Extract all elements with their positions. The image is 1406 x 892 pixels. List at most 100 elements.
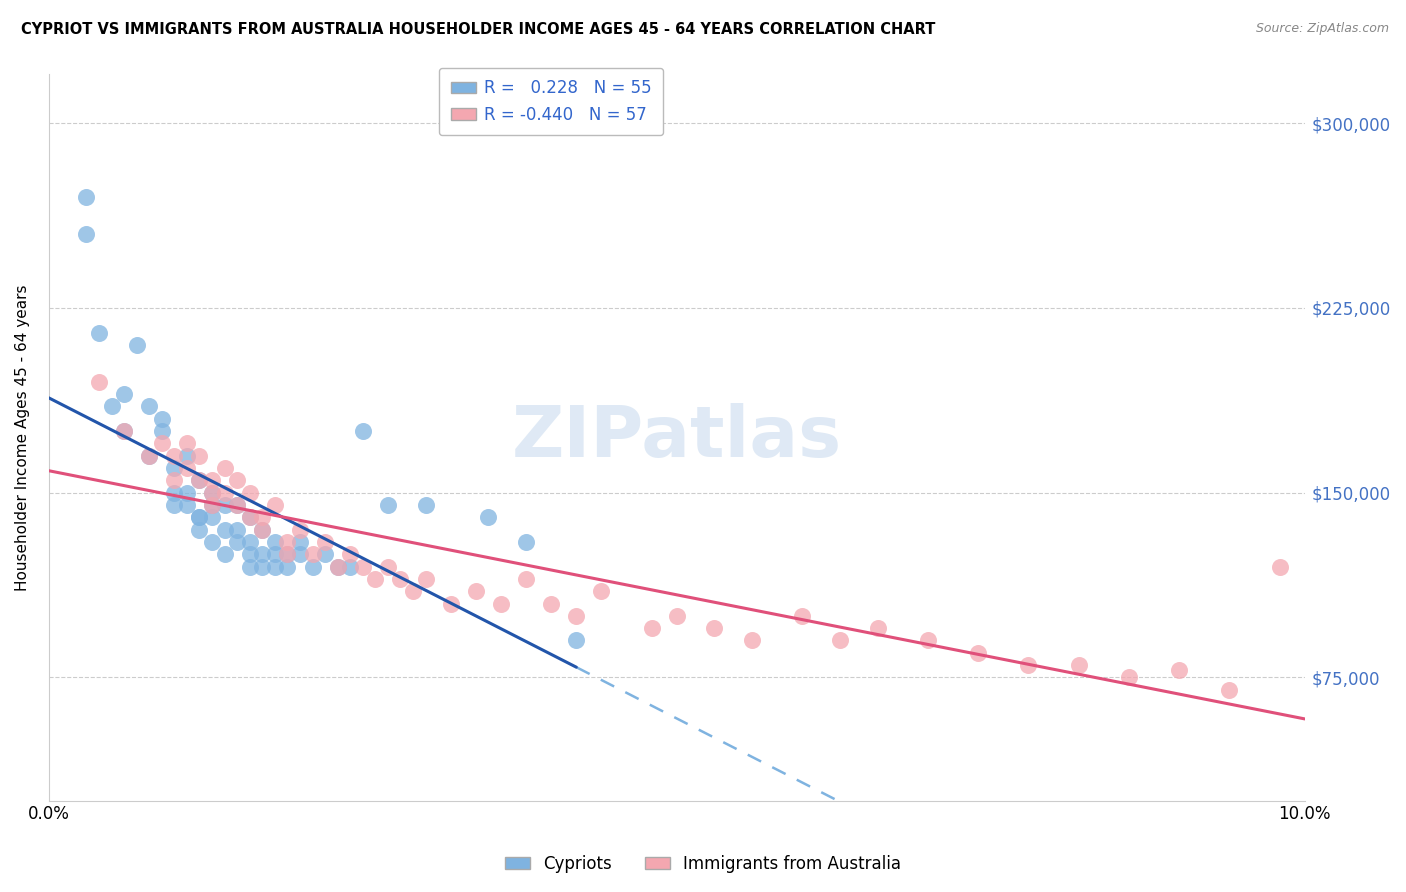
Point xyxy=(176,461,198,475)
Point xyxy=(163,461,186,475)
Point xyxy=(201,485,224,500)
Point xyxy=(150,436,173,450)
Point xyxy=(87,326,110,340)
Point xyxy=(87,375,110,389)
Point xyxy=(515,572,537,586)
Point xyxy=(226,474,249,488)
Point xyxy=(176,498,198,512)
Point xyxy=(326,559,349,574)
Point xyxy=(301,559,323,574)
Point xyxy=(276,547,298,561)
Point xyxy=(252,523,274,537)
Point xyxy=(276,559,298,574)
Point xyxy=(138,449,160,463)
Point xyxy=(1218,682,1240,697)
Point xyxy=(188,510,211,524)
Point xyxy=(301,547,323,561)
Point xyxy=(176,449,198,463)
Point xyxy=(489,597,512,611)
Point xyxy=(239,485,262,500)
Point xyxy=(477,510,499,524)
Point xyxy=(377,498,399,512)
Point xyxy=(314,535,336,549)
Point xyxy=(288,535,311,549)
Point xyxy=(138,449,160,463)
Point xyxy=(163,485,186,500)
Point xyxy=(226,498,249,512)
Point xyxy=(201,474,224,488)
Point xyxy=(239,547,262,561)
Point xyxy=(352,559,374,574)
Point xyxy=(565,608,588,623)
Point xyxy=(252,547,274,561)
Point xyxy=(339,547,361,561)
Point xyxy=(591,584,613,599)
Point xyxy=(263,559,285,574)
Point xyxy=(314,547,336,561)
Point xyxy=(188,474,211,488)
Point xyxy=(201,510,224,524)
Point xyxy=(138,400,160,414)
Point xyxy=(288,547,311,561)
Point xyxy=(112,387,135,401)
Point xyxy=(75,190,97,204)
Point xyxy=(640,621,662,635)
Point xyxy=(828,633,851,648)
Point xyxy=(188,523,211,537)
Point xyxy=(214,498,236,512)
Legend: R =   0.228   N = 55, R = -0.440   N = 57: R = 0.228 N = 55, R = -0.440 N = 57 xyxy=(439,68,664,136)
Point xyxy=(214,523,236,537)
Point xyxy=(252,559,274,574)
Point xyxy=(1118,670,1140,684)
Point xyxy=(112,424,135,438)
Point xyxy=(917,633,939,648)
Point xyxy=(252,510,274,524)
Point xyxy=(540,597,562,611)
Point xyxy=(112,424,135,438)
Y-axis label: Householder Income Ages 45 - 64 years: Householder Income Ages 45 - 64 years xyxy=(15,284,30,591)
Point xyxy=(214,547,236,561)
Point xyxy=(163,474,186,488)
Point xyxy=(239,510,262,524)
Point xyxy=(176,485,198,500)
Point xyxy=(415,498,437,512)
Point xyxy=(226,535,249,549)
Text: Source: ZipAtlas.com: Source: ZipAtlas.com xyxy=(1256,22,1389,36)
Point xyxy=(163,498,186,512)
Point xyxy=(239,535,262,549)
Point xyxy=(364,572,387,586)
Point xyxy=(1168,663,1191,677)
Point xyxy=(150,412,173,426)
Point xyxy=(239,510,262,524)
Point xyxy=(252,523,274,537)
Point xyxy=(188,449,211,463)
Point xyxy=(665,608,688,623)
Point xyxy=(326,559,349,574)
Point xyxy=(150,424,173,438)
Point xyxy=(1268,559,1291,574)
Point xyxy=(163,449,186,463)
Text: ZIPatlas: ZIPatlas xyxy=(512,403,842,472)
Point xyxy=(1017,658,1039,673)
Point xyxy=(440,597,463,611)
Point xyxy=(214,461,236,475)
Point xyxy=(866,621,889,635)
Point xyxy=(100,400,122,414)
Point xyxy=(415,572,437,586)
Point xyxy=(402,584,425,599)
Point xyxy=(226,523,249,537)
Point xyxy=(741,633,763,648)
Point xyxy=(288,523,311,537)
Point xyxy=(339,559,361,574)
Point xyxy=(239,559,262,574)
Point xyxy=(226,498,249,512)
Point xyxy=(263,498,285,512)
Point xyxy=(201,485,224,500)
Point xyxy=(967,646,990,660)
Point xyxy=(515,535,537,549)
Point xyxy=(389,572,412,586)
Text: CYPRIOT VS IMMIGRANTS FROM AUSTRALIA HOUSEHOLDER INCOME AGES 45 - 64 YEARS CORRE: CYPRIOT VS IMMIGRANTS FROM AUSTRALIA HOU… xyxy=(21,22,935,37)
Point xyxy=(176,436,198,450)
Point xyxy=(201,535,224,549)
Point xyxy=(201,498,224,512)
